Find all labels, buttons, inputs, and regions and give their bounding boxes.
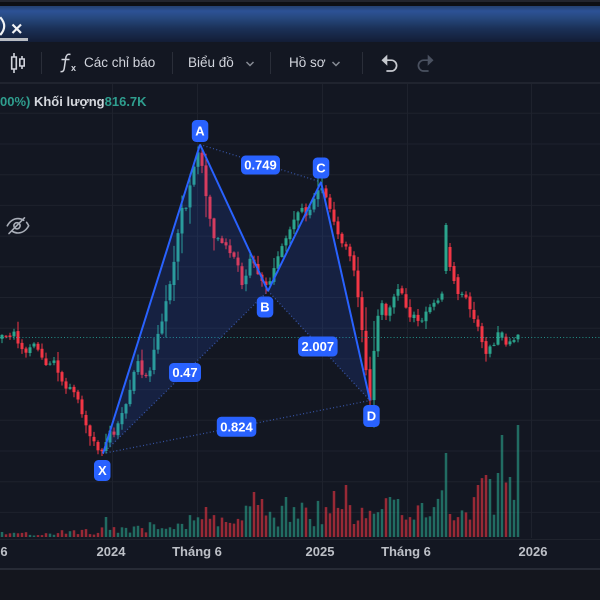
svg-text:Tháng 6: Tháng 6: [381, 544, 431, 559]
svg-text:A: A: [195, 124, 205, 139]
svg-text:x: x: [71, 63, 76, 73]
svg-text:0.749: 0.749: [244, 158, 277, 173]
svg-text:2026: 2026: [519, 544, 548, 559]
svg-text:2025: 2025: [306, 544, 335, 559]
svg-text:0.824: 0.824: [220, 419, 253, 434]
svg-text:X: X: [98, 463, 107, 478]
svg-text:Tháng 6: Tháng 6: [172, 544, 222, 559]
svg-text:D: D: [367, 409, 376, 424]
svg-text:2.007: 2.007: [302, 339, 335, 354]
svg-text:6: 6: [0, 544, 7, 559]
svg-text:C: C: [316, 161, 326, 176]
svg-text:0.47: 0.47: [172, 365, 197, 380]
svg-text:B: B: [260, 300, 269, 315]
svg-text:2024: 2024: [97, 544, 127, 559]
